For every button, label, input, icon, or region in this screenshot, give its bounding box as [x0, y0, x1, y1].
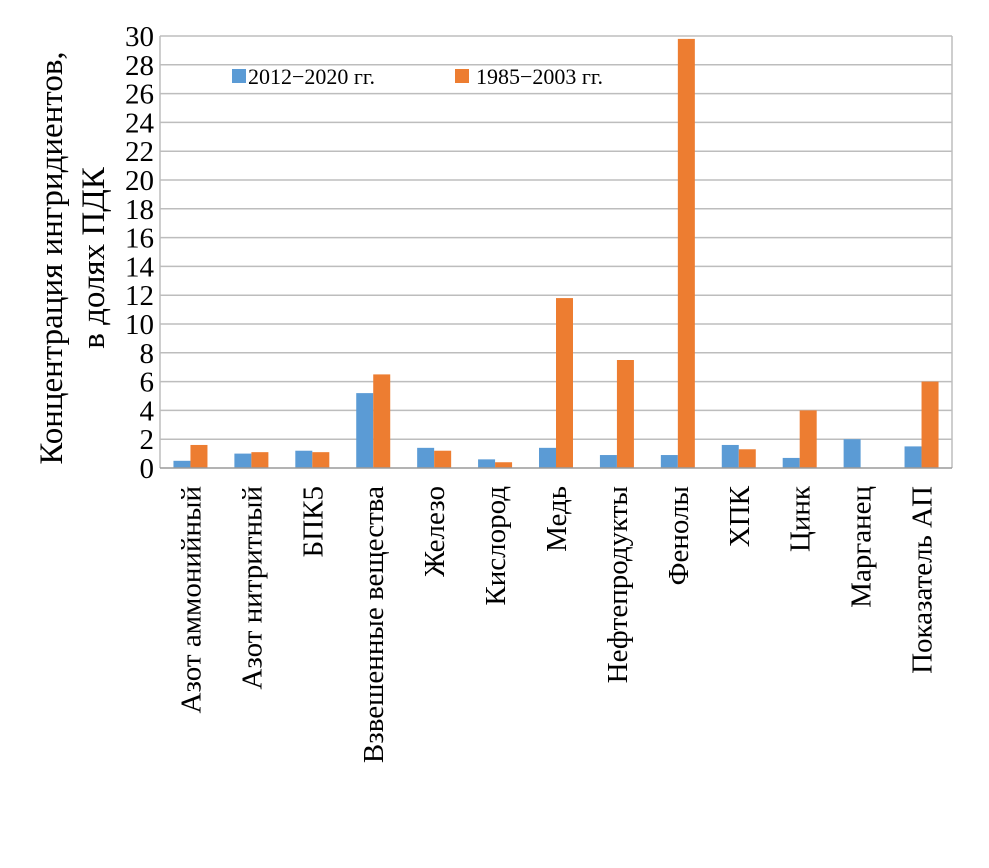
bar-2012-2020 [234, 453, 252, 468]
bar-1985-2003 [495, 462, 513, 468]
bar-2012-2020 [417, 447, 435, 468]
bar-2012-2020 [295, 450, 313, 468]
bar-1985-2003 [312, 452, 330, 468]
x-category-label: Азот нитритный [236, 486, 268, 690]
bar-1985-2003 [556, 298, 573, 468]
bar-2012-2020 [660, 455, 678, 468]
bar-1985-2003 [373, 374, 391, 468]
y-tick-label: 18 [125, 194, 154, 226]
y-tick-label: 10 [125, 309, 154, 341]
x-category-label: Кислород [480, 486, 512, 606]
bar-1985-2003 [434, 450, 452, 468]
bar-2012-2020 [904, 446, 922, 468]
x-category-label: Цинк [785, 485, 817, 552]
bar-2012-2020 [173, 460, 191, 468]
bar-1985-2003 [190, 444, 208, 468]
legend-label-1985-2003: 1985−2003 гг. [476, 64, 603, 89]
bars [173, 38, 939, 468]
bar-2012-2020 [478, 459, 496, 468]
legend-label-2012-2020: 2012−2020 гг. [248, 64, 375, 89]
y-tick-label: 16 [125, 223, 154, 255]
y-axis-title-line1: Концентрация ингридиентов, [34, 51, 70, 464]
bar-1985-2003 [616, 360, 634, 468]
y-tick-label: 6 [140, 367, 155, 399]
bar-2012-2020 [356, 393, 374, 468]
x-category-label: ХПК [724, 485, 756, 547]
bar-2012-2020 [539, 447, 556, 468]
bar-2012-2020 [843, 439, 861, 468]
x-category-label: БПК5 [297, 486, 329, 557]
x-category-label: Нефтепродукты [602, 486, 634, 683]
y-tick-label: 24 [125, 107, 155, 139]
bar-2012-2020 [782, 457, 800, 468]
y-tick-label: 12 [125, 280, 154, 312]
y-axis-title: Концентрация ингридиентов, в долях ПДК [34, 51, 112, 464]
y-tick-label: 4 [140, 395, 155, 427]
x-category-label: Медь [541, 486, 573, 552]
x-category-label: Железо [419, 486, 451, 577]
y-tick-label: 8 [140, 338, 155, 370]
bar-1985-2003 [738, 449, 756, 468]
y-tick-label: 14 [125, 251, 155, 283]
bar-1985-2003 [799, 410, 817, 468]
y-tick-label: 30 [125, 21, 154, 53]
bar-1985-2003 [677, 38, 695, 468]
x-category-label: Азот аммонийный [175, 486, 207, 713]
x-category-label: Взвешенные вещества [358, 486, 390, 763]
y-axis-title-line2: в долях ПДК [76, 166, 112, 348]
y-tick-label: 26 [125, 79, 154, 111]
x-category-labels: Азот аммонийный Азот нитритный БПК5 Взвешен… [175, 485, 938, 763]
legend-swatch-2012-2020 [232, 69, 246, 83]
y-tick-label: 0 [140, 453, 155, 485]
y-tick-label: 22 [125, 136, 154, 168]
x-category-label: Фенолы [663, 486, 695, 585]
bar-2012-2020 [721, 444, 739, 468]
bar-1985-2003 [921, 381, 939, 468]
legend: 2012−2020 гг. 1985−2003 гг. [232, 64, 603, 89]
x-category-label: Марганец [846, 486, 878, 608]
x-category-label: Показатель АП [907, 486, 939, 674]
bar-2012-2020 [599, 455, 617, 468]
legend-swatch-1985-2003 [455, 69, 469, 83]
y-tick-label: 2 [140, 424, 155, 456]
bar-1985-2003 [251, 452, 269, 468]
y-tick-label: 28 [125, 50, 154, 82]
y-tick-label: 20 [125, 165, 154, 197]
